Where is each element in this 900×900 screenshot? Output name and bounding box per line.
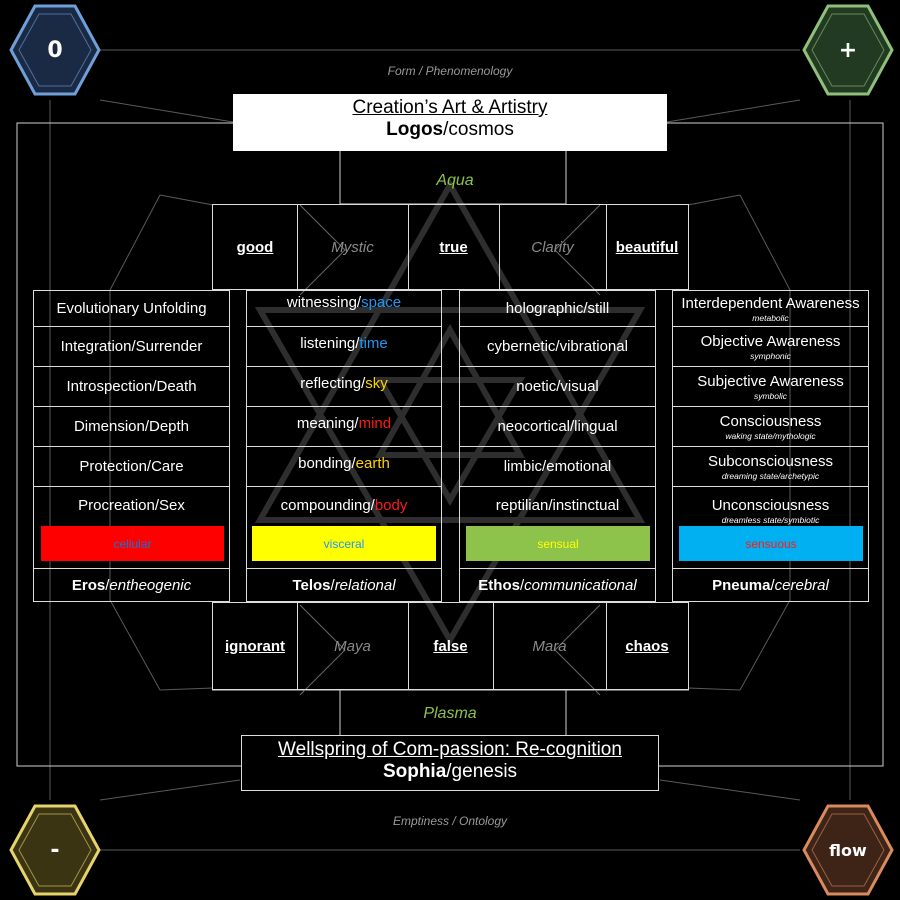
list-item: listening/time (247, 327, 441, 367)
hexagon-icon (9, 804, 101, 896)
list-item: holographic/still (460, 291, 655, 327)
header-mystic: Mystic (297, 204, 409, 290)
list-item: meaning/mind (247, 407, 441, 447)
list-item: Integration/Surrender (34, 327, 229, 367)
column-ethos: holographic/still cybernetic/vibrational… (459, 290, 656, 602)
list-item: Dimension/Depth (34, 407, 229, 447)
swatch-visceral: visceral (252, 526, 436, 561)
list-item: Introspection/Death (34, 367, 229, 407)
bottom-subtitle: Sophia/genesis (382, 761, 518, 782)
list-item: Subjective Awareness symbolic (673, 367, 868, 407)
header-true: true (408, 204, 500, 290)
column-eros: Evolutionary Unfolding Integration/Surre… (33, 290, 230, 602)
list-item: limbic/emotional (460, 447, 655, 487)
list-item: neocortical/lingual (460, 407, 655, 447)
list-item: cybernetic/vibrational (460, 327, 655, 367)
corner-label: flow (829, 840, 867, 860)
list-item: Procreation/Sex (34, 487, 229, 569)
column-footer: Telos / relational (292, 577, 396, 594)
list-item: noetic/visual (460, 367, 655, 407)
column-telos: witnessing/space listening/time reflecti… (246, 290, 442, 602)
column-footer: Ethos / communicational (478, 577, 637, 594)
swatch-sensuous: sensuous (679, 526, 863, 561)
top-title-box: Creation’s Art & Artistry Logos/cosmos (233, 94, 667, 151)
hexagon-icon (802, 804, 894, 896)
column-pneuma: Interdependent Awareness metabolic Object… (672, 290, 869, 602)
list-item: Evolutionary Unfolding (34, 291, 229, 327)
corner-hexagon-flow: flow (798, 800, 898, 900)
aqua-label: Aqua (436, 172, 474, 189)
header-clarity: Clarity (499, 204, 607, 290)
corner-label: - (50, 837, 60, 863)
hexagon-icon (9, 4, 101, 96)
caption-top: Form / Phenomenology (387, 64, 513, 78)
column-footer: Pneuma / cerebral (712, 577, 829, 594)
list-item: Objective Awareness symphonic (673, 327, 868, 367)
header-beautiful: beautiful (606, 204, 689, 290)
plasma-label: Plasma (423, 705, 477, 722)
list-item: Protection/Care (34, 447, 229, 487)
bottom-title-box: Wellspring of Com-passion: Re-cognition … (241, 735, 659, 791)
swatch-sensual: sensual (466, 526, 650, 561)
header-chaos: chaos (606, 602, 689, 690)
header-good: good (212, 204, 298, 290)
swatch-cellular: cellular (41, 526, 224, 561)
list-item: Consciousness waking state/mythologic (673, 407, 868, 447)
header-mara: Mara (493, 602, 607, 690)
header-maya: Maya (297, 602, 409, 690)
bottom-title: Wellspring of Com-passion: Re-cognition (278, 739, 622, 760)
list-item: witnessing/space (247, 291, 441, 327)
header-ignorant: ignorant (212, 602, 298, 690)
top-title: Creation’s Art & Artistry (352, 97, 548, 118)
top-subtitle: Logos/cosmos (386, 119, 514, 140)
list-item: bonding/earth (247, 447, 441, 487)
corner-hexagon-minus: - (5, 800, 105, 900)
list-item: Unconsciousness dreamless state/symbiotic (673, 487, 868, 569)
hexagon-icon (802, 4, 894, 96)
caption-bottom: Emptiness / Ontology (392, 814, 508, 828)
list-item: reflecting/sky (247, 367, 441, 407)
list-item: compounding/body (247, 487, 441, 569)
list-item: Subconsciousness dreaming state/archetypi… (673, 447, 868, 487)
header-false: false (408, 602, 494, 690)
corner-label: + (838, 37, 858, 63)
list-item: reptilian/instinctual (460, 487, 655, 569)
corner-label: 0 (47, 37, 63, 63)
corner-hexagon-zero: 0 (5, 0, 105, 100)
list-item: Interdependent Awareness metabolic (673, 291, 868, 327)
corner-hexagon-plus: + (798, 0, 898, 100)
column-footer: Eros / entheogenic (71, 577, 192, 594)
